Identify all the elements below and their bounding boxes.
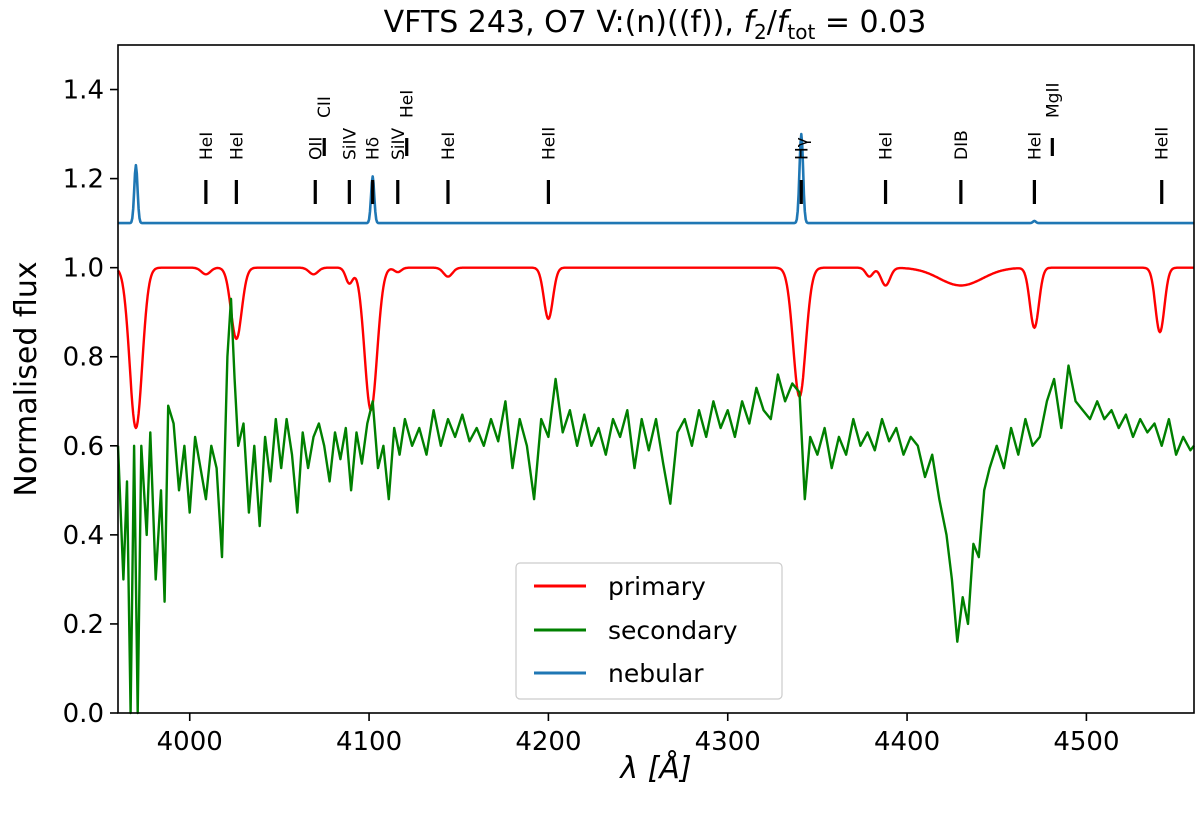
line-id-label-6: SiIV: [389, 127, 409, 160]
line-id-label-12: DIB: [952, 130, 972, 160]
x-tick-label-0: 4000: [157, 727, 223, 757]
y-tick-label-4: 0.8: [63, 343, 104, 373]
legend-box: [515, 562, 783, 700]
x-tick-label-3: 4300: [695, 727, 761, 757]
line-id-label-2: OII: [306, 137, 326, 160]
x-ticks: 4000 4100 4200 4300 4400 4500: [157, 713, 1119, 757]
x-tick-label-1: 4100: [336, 727, 402, 757]
plot-frame: [117, 44, 1195, 714]
series-layer: [116, 132, 1195, 715]
y-tick-label-2: 0.4: [63, 521, 104, 551]
y-tick-label-1: 0.2: [63, 610, 104, 640]
x-axis-label: λ [Å]: [618, 750, 691, 786]
line-id-label-1: HeI: [227, 132, 247, 160]
line-id-label-14: MgII: [1043, 83, 1063, 119]
legend-secondary-label: secondary: [608, 616, 738, 645]
y-tick-label-7: 1.4: [63, 76, 104, 106]
x-tick-label-5: 4500: [1053, 727, 1119, 757]
legend-nebular-label: nebular: [608, 659, 704, 688]
chart-title: VFTS 243, O7 V:(n)((f)), f2/ftot = 0.03: [384, 5, 927, 44]
line-id-label-10: Hγ: [792, 137, 812, 160]
y-tick-label-0: 0.0: [63, 699, 104, 729]
y-axis-label: Normalised flux: [9, 261, 44, 496]
y-ticks: 0.0 0.2 0.4 0.6 0.8 1.0 1.2 1.4: [63, 76, 118, 729]
line-id-label-9: HeII: [539, 127, 559, 160]
y-tick-label-3: 0.6: [63, 432, 104, 462]
series-secondary-line: [116, 297, 1195, 715]
line-id-label-13: HeI: [1025, 132, 1045, 160]
line-id-label-4: SiIV: [340, 127, 360, 160]
legend-primary-label: primary: [608, 572, 706, 601]
line-id-label-8: HeI: [439, 132, 459, 160]
line-id-label-11: HeI: [877, 132, 897, 160]
line-id-label-5: Hδ: [364, 137, 384, 160]
line-id-label-7: HeI: [398, 90, 418, 118]
x-tick-label-4: 4400: [874, 727, 940, 757]
series-nebular-line: [117, 132, 1195, 225]
legend: primary secondary nebular: [515, 562, 783, 700]
x-tick-label-2: 4200: [515, 727, 581, 757]
y-tick-label-6: 1.2: [63, 165, 104, 195]
line-id-label-15: HeII: [1153, 127, 1173, 160]
series-primary-line: [117, 266, 1195, 430]
line-id-label-0: HeI: [197, 132, 217, 160]
line-id-label-3: CII: [315, 96, 335, 118]
y-tick-label-5: 1.0: [63, 254, 104, 284]
